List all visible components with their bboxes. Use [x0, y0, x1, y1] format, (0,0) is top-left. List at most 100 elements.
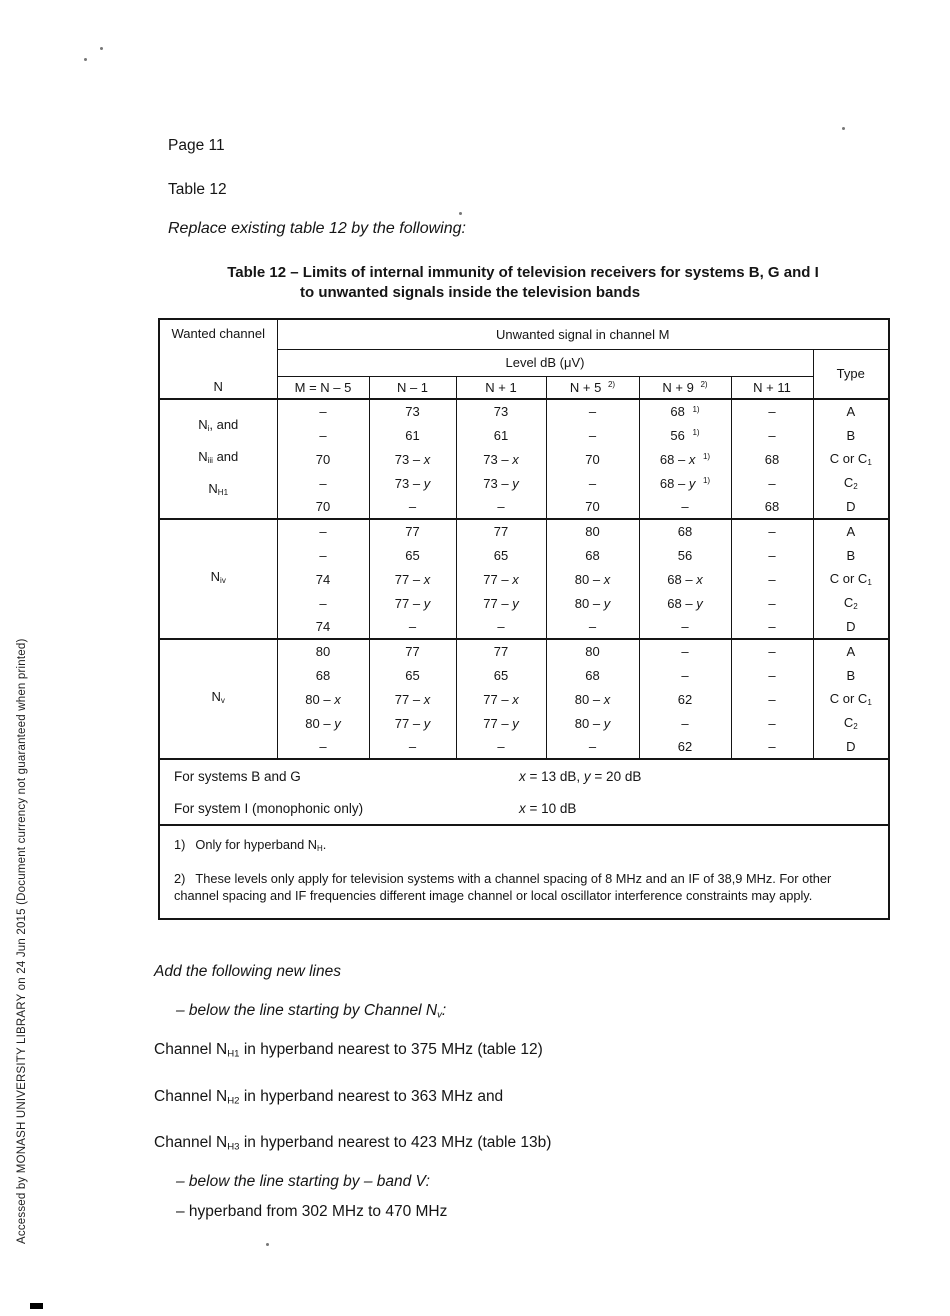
value-cell: 73 – x — [368, 447, 456, 471]
value-cell: 80 — [545, 518, 639, 543]
type-cell: A — [812, 398, 890, 423]
table-row: 74– – – – – D — [159, 615, 890, 639]
table-caption-line2: to unwanted signals inside the televisio… — [300, 284, 641, 301]
value-cell: 68 — [638, 518, 731, 543]
scan-artifact — [100, 47, 103, 50]
value-cell: 77 — [368, 638, 456, 663]
value-cell: 68 — [545, 543, 639, 567]
value-cell: – — [368, 495, 456, 519]
scan-artifact — [266, 1243, 269, 1246]
value-cell: 70 — [545, 495, 639, 519]
value-cell: – — [730, 638, 813, 663]
header-row-2: Level dB (μV) Type — [159, 349, 890, 399]
type-cell: C2 — [812, 711, 890, 735]
value-cell: – — [638, 663, 731, 687]
scan-artifact — [84, 58, 87, 61]
value-cell: – — [545, 735, 639, 759]
value-cell: 62 — [638, 735, 731, 759]
value-cell: – — [730, 663, 813, 687]
footnote: 2) These levels only apply for television… — [174, 870, 832, 903]
table-row: –73 – y 73 – y –68 – y 1) – C2 — [159, 471, 890, 495]
value-cell: 73 – y — [368, 471, 456, 495]
value-cell: – — [455, 495, 546, 519]
value-cell: 73 — [368, 398, 456, 423]
value-cell: – — [276, 398, 369, 423]
value-cell: – — [730, 518, 813, 543]
value-cell: 73 — [455, 398, 546, 423]
value-cell: 68 – y — [638, 591, 731, 615]
type-cell: B — [812, 543, 890, 567]
table-row: 70– –70–68 D — [159, 495, 890, 519]
value-cell: 73 – y — [455, 471, 546, 495]
value-cell: – — [455, 735, 546, 759]
value-cell: 77 – x — [455, 687, 546, 711]
table-body: Ni, and Niii and NH1–73 73–68 1) – A –61 61–56 … — [159, 398, 890, 919]
type-header: Type — [812, 349, 890, 399]
value-cell: 74 — [276, 567, 369, 591]
value-cell: – — [368, 735, 456, 759]
value-cell: 77 – y — [368, 591, 456, 615]
system-parameters-row: For systems B and G x = 13 dB, y = 20 dB — [159, 758, 890, 792]
value-cell: 68 — [730, 495, 813, 519]
value-cell: 77 – x — [368, 687, 456, 711]
value-cell: 65 — [455, 543, 546, 567]
type-cell: D — [812, 495, 890, 519]
value-cell: 61 — [368, 423, 456, 447]
value-cell: 65 — [368, 663, 456, 687]
level-header: Level dB (μV) — [276, 349, 813, 377]
value-cell: – — [545, 615, 639, 639]
table-row: –61 61–56 1) – B — [159, 423, 890, 447]
table-number-label: Table 12 — [168, 181, 227, 198]
value-cell: 61 — [455, 423, 546, 447]
addition-line: – hyperband from 302 MHz to 470 MHz — [176, 1202, 448, 1220]
value-cell: – — [638, 711, 731, 735]
system-label: For systems B and G — [174, 769, 301, 784]
value-cell: 80 – y — [276, 711, 369, 735]
wanted-channel-group-label: Ni, and Niii and NH1 — [159, 398, 277, 519]
type-cell: C or C1 — [812, 687, 890, 711]
value-cell: 56 1) — [638, 423, 731, 447]
table-caption-line1: Table 12 – Limits of internal immunity o… — [227, 264, 819, 281]
table-row: Nv 80 77 77 80– – A — [159, 638, 890, 759]
type-cell: C2 — [812, 471, 890, 495]
value-cell: 80 — [276, 638, 369, 663]
footnotes-row: 1) Only for hyperband NH. 2) These levels o… — [159, 824, 890, 919]
type-cell: B — [812, 663, 890, 687]
wanted-channel-label: Wanted channel — [171, 326, 265, 341]
value-cell: 80 — [545, 638, 639, 663]
addition-line: Channel NH1 in hyperband nearest to 375 … — [154, 1041, 543, 1060]
column-header: N + 11 — [730, 376, 813, 399]
value-cell: – — [455, 615, 546, 639]
table-row: Ni, and Niii and NH1–73 73–68 1) – A — [159, 398, 890, 519]
library-access-note: Accessed by MONASH UNIVERSITY LIBRARY on… — [16, 638, 28, 1244]
type-cell: C or C1 — [812, 567, 890, 591]
wanted-channel-group-label: Nv — [159, 638, 277, 759]
value-cell: – — [545, 471, 639, 495]
value-cell: 80 – x — [545, 567, 639, 591]
addition-line: – below the line starting by Channel Nv: — [176, 1002, 447, 1021]
type-cell: C2 — [812, 591, 890, 615]
addition-line: Channel NH3 in hyperband nearest to 423 … — [154, 1134, 552, 1153]
value-cell: – — [545, 423, 639, 447]
value-cell: 68 – y 1) — [638, 471, 731, 495]
value-cell: 77 – y — [455, 591, 546, 615]
value-cell: – — [730, 735, 813, 759]
value-cell: – — [730, 567, 813, 591]
value-cell: 77 – y — [368, 711, 456, 735]
wanted-channel-group-label: Niv — [159, 518, 277, 639]
wanted-channel-symbol: N — [213, 379, 223, 394]
column-header: M = N – 5 — [276, 376, 369, 399]
header-row-1: Wanted channel N Unwanted signal in chan… — [159, 319, 890, 394]
value-cell: 68 — [276, 663, 369, 687]
type-cell: D — [812, 735, 890, 759]
value-cell: 77 — [455, 638, 546, 663]
wanted-channel-header: Wanted channel N — [159, 319, 277, 399]
scan-artifact — [842, 127, 845, 130]
table-row: – – – –62– D — [159, 735, 890, 759]
table-caption: Table 12 – Limits of internal immunity o… — [158, 263, 888, 303]
value-cell: 80 – x — [545, 687, 639, 711]
type-cell: D — [812, 615, 890, 639]
value-cell: – — [730, 423, 813, 447]
value-cell: 65 — [368, 543, 456, 567]
scan-artifact — [459, 212, 462, 215]
